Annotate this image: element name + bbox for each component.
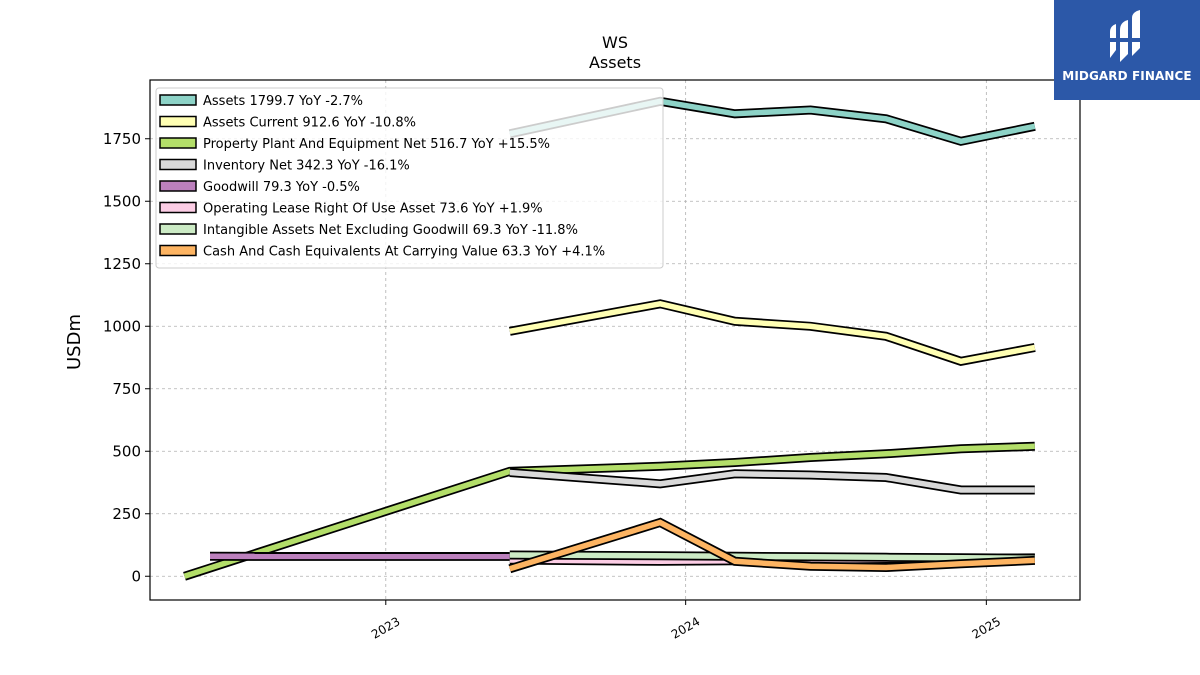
y-tick-label: 1500 (103, 192, 141, 210)
y-tick-label: 1000 (103, 317, 141, 335)
legend-label: Intangible Assets Net Excluding Goodwill… (203, 223, 578, 238)
legend-label: Assets 1799.7 YoY -2.7% (203, 94, 363, 109)
series-layer (183, 96, 1036, 581)
chart-title: WS (602, 33, 628, 52)
x-tick-label: 2025 (970, 614, 1003, 641)
series-stroke (508, 519, 1035, 572)
y-tick-label: 750 (112, 380, 141, 398)
brand-name: MIDGARD FINANCE (1062, 69, 1192, 83)
legend-swatch (159, 94, 197, 106)
legend-swatch (159, 180, 197, 192)
legend-swatch (159, 244, 197, 257)
chart-subtitle: Assets (589, 53, 641, 72)
legend-label: Property Plant And Equipment Net 516.7 Y… (203, 137, 550, 152)
series-line (509, 468, 1035, 495)
y-ticks: 0 250 500 750 1000 1250 1500 1750 (103, 130, 150, 585)
legend: Assets 1799.7 YoY -2.7% Assets Current 91… (155, 87, 664, 269)
series-stroke (509, 469, 1035, 493)
x-ticks: 2023 2024 2025 (369, 600, 1003, 642)
y-tick-label: 1250 (103, 255, 141, 273)
legend-label: Inventory Net 342.3 YoY -16.1% (203, 159, 410, 174)
y-tick-label: 500 (112, 442, 141, 460)
brand-logo: MIDGARD FINANCE (1054, 0, 1200, 100)
x-tick-label: 2023 (369, 614, 402, 641)
series-stroke (509, 552, 1035, 562)
legend-swatch (159, 158, 197, 171)
legend-swatch (159, 115, 197, 128)
series-line (508, 517, 1036, 574)
legend-swatch (159, 201, 197, 214)
series-outline (508, 299, 1036, 366)
series-stroke (509, 300, 1036, 365)
y-tick-label: 1750 (103, 130, 141, 148)
midgard-logo-icon (1108, 10, 1146, 62)
legend-swatch (159, 223, 197, 235)
legend-label: Goodwill 79.3 YoY -0.5% (203, 180, 360, 195)
series-line (509, 550, 1035, 563)
legend-box (155, 87, 664, 269)
y-tick-label: 0 (131, 567, 141, 585)
y-tick-label: 250 (112, 505, 141, 523)
y-axis-label: USDm (64, 314, 85, 370)
series-line (508, 299, 1036, 366)
x-tick-label: 2024 (669, 614, 702, 641)
legend-label: Assets Current 912.6 YoY -10.8% (203, 116, 416, 131)
legend-label: Operating Lease Right Of Use Asset 73.6 … (203, 202, 543, 217)
legend-swatch (159, 137, 197, 149)
legend-label: Cash And Cash Equivalents At Carrying Va… (203, 245, 605, 260)
plot-frame (149, 79, 1081, 601)
